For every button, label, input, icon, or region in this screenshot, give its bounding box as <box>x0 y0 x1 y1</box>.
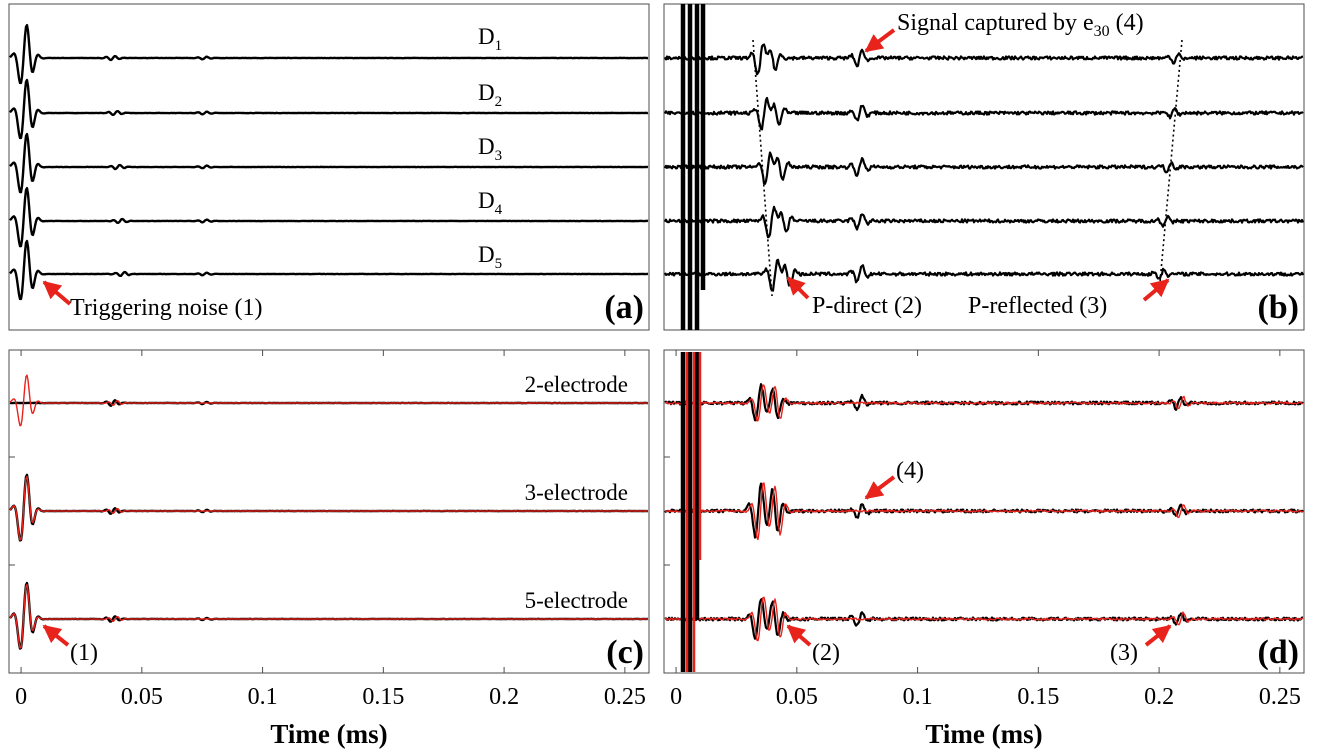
trace-d-red-3 <box>664 596 1304 642</box>
annotation-4: (4) <box>896 458 924 484</box>
trace-d2 <box>9 78 649 140</box>
x-tick-label: 0.2 <box>1144 684 1174 710</box>
annotation-arrow-3 <box>1144 624 1172 647</box>
x-tick-label: 0.1 <box>903 684 933 710</box>
annotation-arrow-triggering-noise <box>42 280 72 306</box>
annotation-1: (1) <box>70 640 98 666</box>
x-tick-label: 0 <box>15 684 27 710</box>
annotation-arrow-2 <box>786 624 812 647</box>
x-tick-label: 0.1 <box>248 684 278 710</box>
trace-label-d2: D2 <box>478 80 502 110</box>
trace-label-5-electrode: 5-electrode <box>525 588 628 613</box>
panel-d: (4) (2) (3) (d) <box>663 349 1305 674</box>
x-tick-label: 0.2 <box>489 684 519 710</box>
x-axis-title-left: Time (ms) <box>270 719 387 749</box>
x-axis-right: 0 0.05 0.1 0.15 0.2 0.25 <box>670 350 1301 710</box>
trace-d-red-1 <box>664 384 1304 422</box>
annotation-triggering-noise: Triggering noise (1) <box>70 295 262 321</box>
trace-label-d3: D3 <box>478 134 502 164</box>
annotation-p-direct: P-direct (2) <box>812 293 922 319</box>
panel-label-a: (a) <box>604 289 644 326</box>
x-tick-label: 0 <box>670 684 682 710</box>
x-tick-label: 0.15 <box>362 684 404 710</box>
annotation-3: (3) <box>1110 640 1138 666</box>
x-axis-title-right: Time (ms) <box>925 719 1042 749</box>
x-tick-label: 0.25 <box>604 684 646 710</box>
panel-a: D1 D2 D3 D4 D5 Triggering noise (1) (a) <box>8 3 650 331</box>
panel-c-traces <box>9 374 649 650</box>
panel-b: Signal captured by e30 (4) P-direct (2) … <box>663 3 1305 331</box>
p-reflected-arrival-line <box>1159 39 1183 283</box>
panel-b-frame <box>663 3 1305 331</box>
x-tick-label: 0.15 <box>1017 684 1059 710</box>
trace-d4 <box>9 186 649 248</box>
trace-c-red-2 <box>9 475 649 541</box>
trace-d-black-2 <box>664 482 1304 539</box>
trace-c-red-3 <box>9 583 649 649</box>
trace-label-2-electrode: 2-electrode <box>525 372 628 397</box>
x-tick-label: 0.25 <box>1259 684 1301 710</box>
trace-d3 <box>9 132 649 194</box>
annotation-arrow-1 <box>42 624 70 647</box>
panel-label-d: (d) <box>1257 634 1299 671</box>
panel-label-c: (c) <box>606 634 644 671</box>
trace-d1 <box>9 23 649 85</box>
trace-b-d4 <box>664 205 1305 239</box>
trace-d5 <box>9 239 649 301</box>
annotation-arrow-4 <box>864 475 896 500</box>
trace-label-3-electrode: 3-electrode <box>525 480 628 505</box>
annotation-arrow-signal-e30 <box>864 28 896 53</box>
x-tick-label: 0.05 <box>776 684 818 710</box>
trace-b-d5 <box>664 258 1305 292</box>
annotation-signal-e30: Signal captured by e30 (4) <box>897 10 1144 40</box>
panel-b-traces <box>663 4 1305 330</box>
trace-label-d1: D1 <box>478 24 502 54</box>
trace-b-d1 <box>664 43 1304 76</box>
panel-d-y-ticks <box>664 456 670 566</box>
annotation-p-reflected: P-reflected (3) <box>968 293 1107 319</box>
panel-a-frame <box>8 3 650 331</box>
panel-c: 2-electrode 3-electrode 5-electrode (1) … <box>8 349 650 674</box>
panel-d-frame <box>663 349 1305 674</box>
panel-label-b: (b) <box>1257 289 1299 326</box>
annotation-arrow-p-reflected <box>1142 278 1170 302</box>
annotation-2: (2) <box>812 640 840 666</box>
panel-c-y-ticks <box>9 456 15 566</box>
annotation-arrow-p-direct <box>786 276 810 300</box>
panel-a-traces <box>9 23 649 301</box>
x-axis-left: 0 0.05 0.1 0.15 0.2 0.25 <box>15 350 646 710</box>
trace-b-d3 <box>663 151 1304 185</box>
trace-d-red-2 <box>664 482 1304 541</box>
panel-c-frame <box>8 349 650 674</box>
trace-label-d5: D5 <box>478 242 502 272</box>
trace-c-red-1 <box>9 374 649 427</box>
x-tick-label: 0.05 <box>121 684 163 710</box>
panel-a-trace-labels: D1 D2 D3 D4 D5 <box>478 24 503 272</box>
trace-label-d4: D4 <box>478 188 503 218</box>
panel-d-traces <box>664 352 1304 672</box>
p-direct-arrival-line <box>752 39 773 297</box>
trace-b-d2 <box>664 96 1304 131</box>
